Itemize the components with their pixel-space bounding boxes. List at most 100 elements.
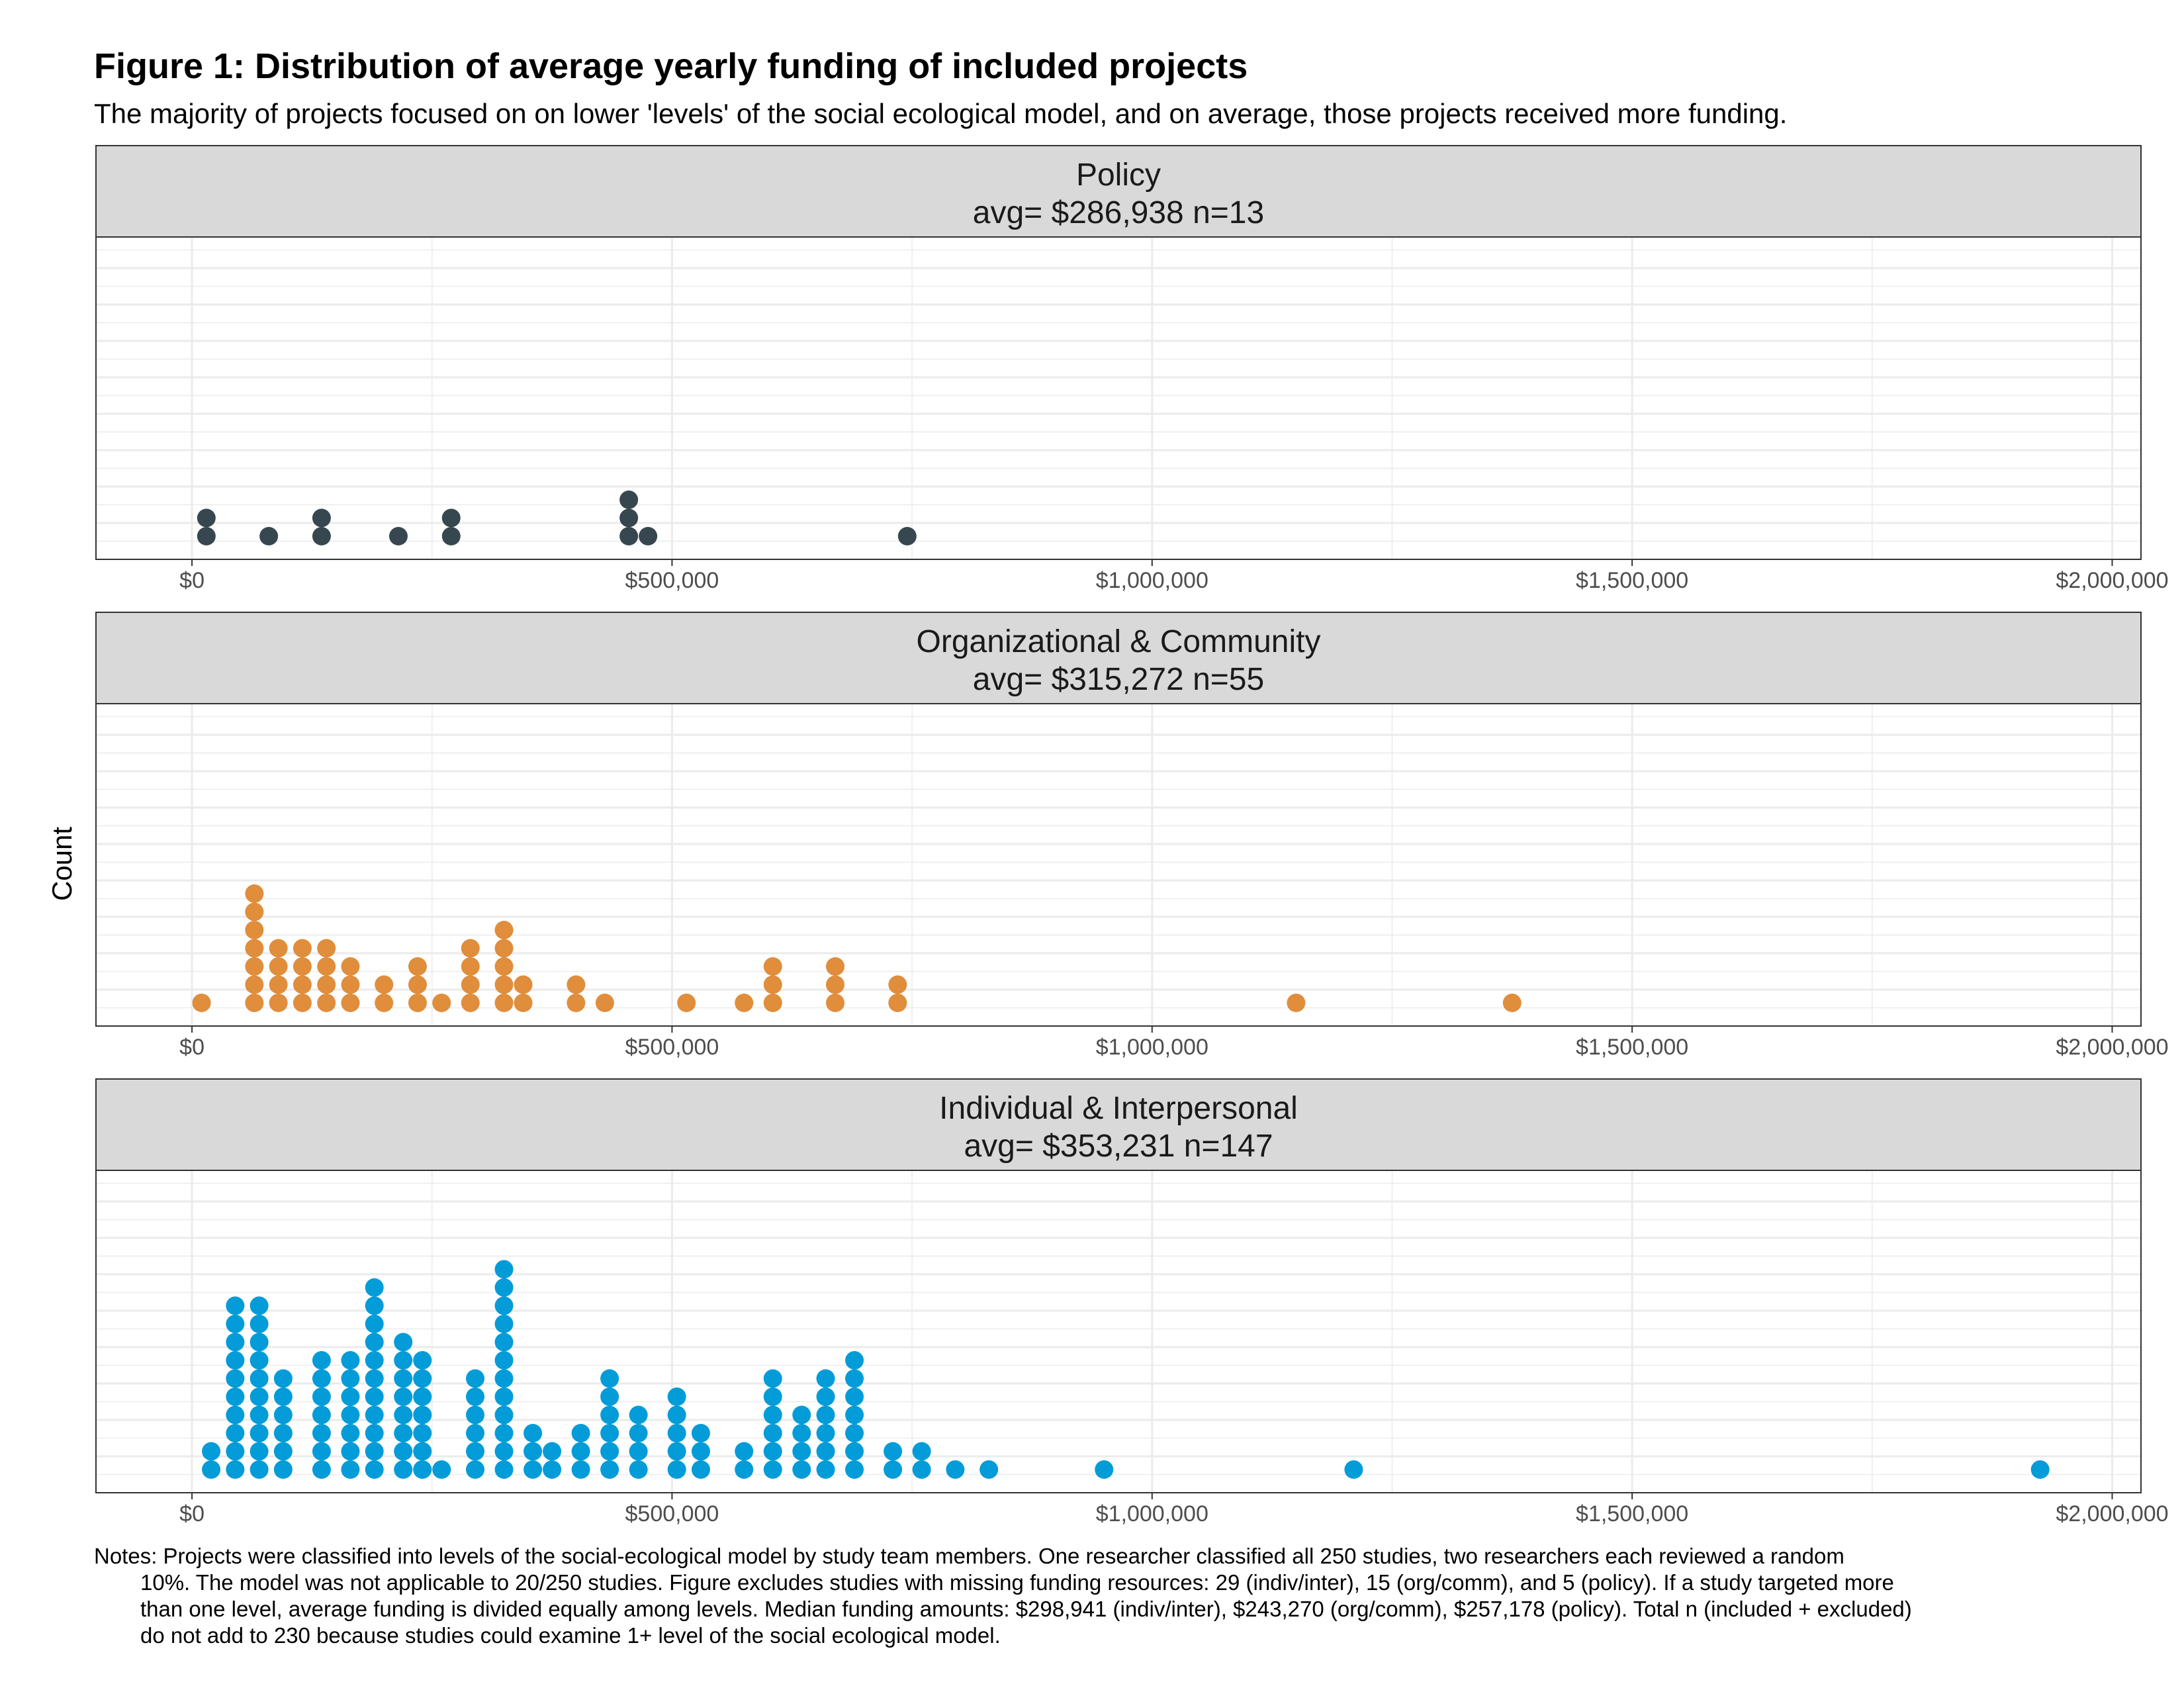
data-dot	[293, 957, 312, 976]
panel-strip	[95, 1078, 2142, 1171]
data-dot	[735, 994, 754, 1012]
data-dot	[365, 1333, 384, 1352]
panel-strip-title: Individual & Interpersonal	[939, 1091, 1298, 1126]
data-dot	[226, 1442, 245, 1461]
data-dot	[494, 1387, 514, 1406]
data-dot	[816, 1424, 835, 1442]
data-dot	[523, 1460, 543, 1479]
data-dot	[816, 1369, 835, 1388]
data-dot	[250, 1387, 269, 1406]
data-dot	[226, 1333, 245, 1352]
x-tick-label: $500,000	[625, 1035, 719, 1060]
data-dot	[629, 1442, 648, 1461]
data-dot	[250, 1424, 269, 1442]
panel-strip-stats: avg= $353,231 n=147	[964, 1129, 1273, 1164]
data-dot	[1095, 1460, 1114, 1479]
data-dot	[600, 1387, 619, 1406]
data-dot	[317, 975, 336, 994]
data-dot	[408, 957, 427, 976]
data-dot	[494, 1460, 514, 1479]
data-dot	[273, 1424, 293, 1442]
data-dot	[571, 1460, 590, 1479]
data-dot	[792, 1460, 811, 1479]
data-dot	[413, 1460, 432, 1479]
data-dot	[494, 1442, 514, 1461]
x-tick-label: $2,000,000	[2056, 1501, 2168, 1526]
data-dot	[226, 1296, 245, 1315]
data-dot	[826, 957, 845, 976]
x-tick-label: $1,500,000	[1576, 568, 1688, 593]
data-dot	[845, 1351, 864, 1370]
panel-border	[95, 236, 2142, 560]
data-dot	[365, 1405, 384, 1425]
data-dot	[735, 1460, 754, 1479]
data-dot	[394, 1351, 413, 1370]
data-dot	[226, 1424, 245, 1442]
data-dot	[494, 994, 514, 1012]
data-dot	[226, 1387, 245, 1406]
x-tick-label: $0	[179, 568, 205, 593]
data-dot	[619, 491, 639, 509]
data-dot	[245, 939, 264, 958]
data-dot	[317, 994, 336, 1012]
x-tick-label: $1,000,000	[1096, 1501, 1208, 1526]
data-dot	[365, 1460, 384, 1479]
data-dot	[394, 1405, 413, 1425]
figure-subtitle: The majority of projects focused on on l…	[94, 98, 1787, 129]
panel-strip-stats: avg= $286,938 n=13	[973, 195, 1264, 230]
data-dot	[341, 1460, 360, 1479]
data-dot	[312, 527, 331, 545]
data-dot	[365, 1351, 384, 1370]
panel-strip-stats: avg= $315,272 n=55	[973, 662, 1264, 697]
data-dot	[413, 1424, 432, 1442]
data-dot	[408, 994, 427, 1012]
data-dot	[226, 1315, 245, 1333]
data-dot	[816, 1442, 835, 1461]
data-dot	[202, 1460, 221, 1479]
data-dot	[312, 1405, 331, 1425]
data-dot	[845, 1424, 864, 1442]
data-dot	[245, 994, 264, 1012]
data-dot	[312, 1424, 331, 1442]
data-dot	[845, 1442, 864, 1461]
data-dot	[629, 1405, 648, 1425]
data-dot	[466, 1460, 485, 1479]
panel-strip-title: Organizational & Community	[917, 624, 1321, 659]
data-dot	[494, 1333, 514, 1352]
data-dot	[763, 1460, 782, 1479]
data-dot	[197, 508, 216, 528]
data-dot	[293, 994, 312, 1012]
data-dot	[466, 1405, 485, 1425]
data-dot	[413, 1405, 432, 1425]
data-dot	[494, 1278, 514, 1297]
data-dot	[365, 1442, 384, 1461]
data-dot	[667, 1405, 686, 1425]
data-dot	[250, 1369, 269, 1388]
data-dot	[245, 957, 264, 976]
notes-line: 10%. The model was not applicable to 20/…	[140, 1570, 1894, 1595]
x-tick-label: $1,500,000	[1576, 1501, 1688, 1526]
data-dot	[341, 1424, 360, 1442]
x-tick-label: $1,500,000	[1576, 1035, 1688, 1060]
data-dot	[763, 1424, 782, 1442]
data-dot	[667, 1460, 686, 1479]
data-dot	[259, 527, 279, 545]
data-dot	[667, 1424, 686, 1442]
data-dot	[250, 1405, 269, 1425]
data-dot	[273, 1460, 293, 1479]
data-dot	[735, 1442, 754, 1461]
data-dot	[269, 975, 288, 994]
data-dot	[494, 1351, 514, 1370]
data-dot	[466, 1442, 485, 1461]
data-dot	[432, 1460, 451, 1479]
data-dot	[1287, 994, 1306, 1012]
data-dot	[365, 1387, 384, 1406]
data-dot	[543, 1442, 562, 1461]
data-dot	[600, 1442, 619, 1461]
data-dot	[816, 1460, 835, 1479]
data-dot	[792, 1424, 811, 1442]
data-dot	[600, 1405, 619, 1425]
data-dot	[413, 1442, 432, 1461]
